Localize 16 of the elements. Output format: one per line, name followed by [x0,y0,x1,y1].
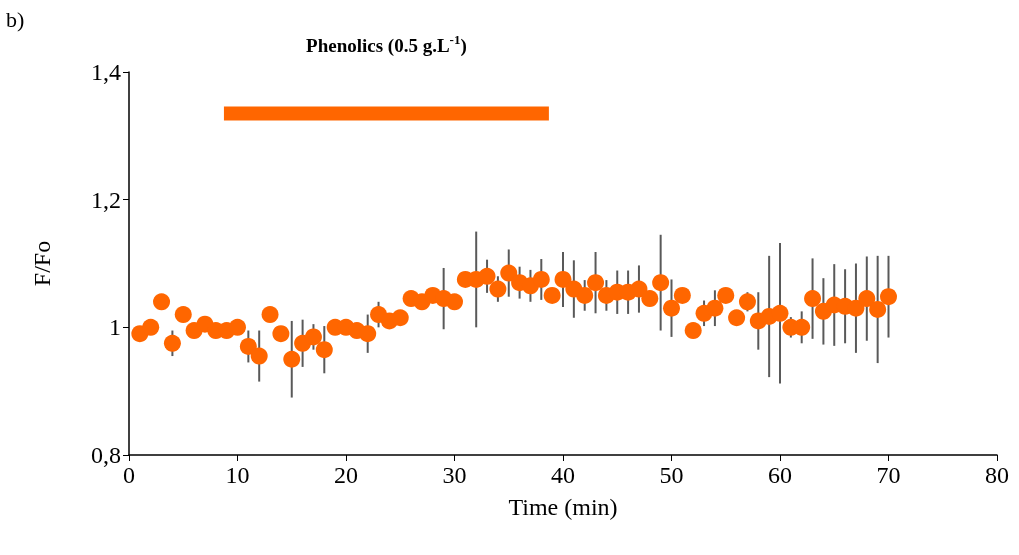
x-tick-label: 80 [985,462,1009,488]
y-tick-label: 1,4 [91,59,121,85]
y-tick-label: 1 [109,314,121,341]
x-tick-label: 40 [551,462,575,488]
x-tick-label: 60 [768,462,792,488]
x-tick-label: 50 [659,462,684,488]
y-axis-title: F/Fo [29,240,55,287]
x-tick-label: 70 [876,462,901,488]
y-tick-label: 0,8 [91,442,121,468]
x-tick-label: 10 [225,462,250,488]
y-tick-label: 1,2 [91,186,121,213]
x-axis-title: Time (min) [508,494,618,520]
x-tick-label: 0 [123,462,135,488]
x-tick-label: 30 [442,462,467,488]
x-tick-label: 20 [334,462,358,488]
text: b) [6,6,25,32]
